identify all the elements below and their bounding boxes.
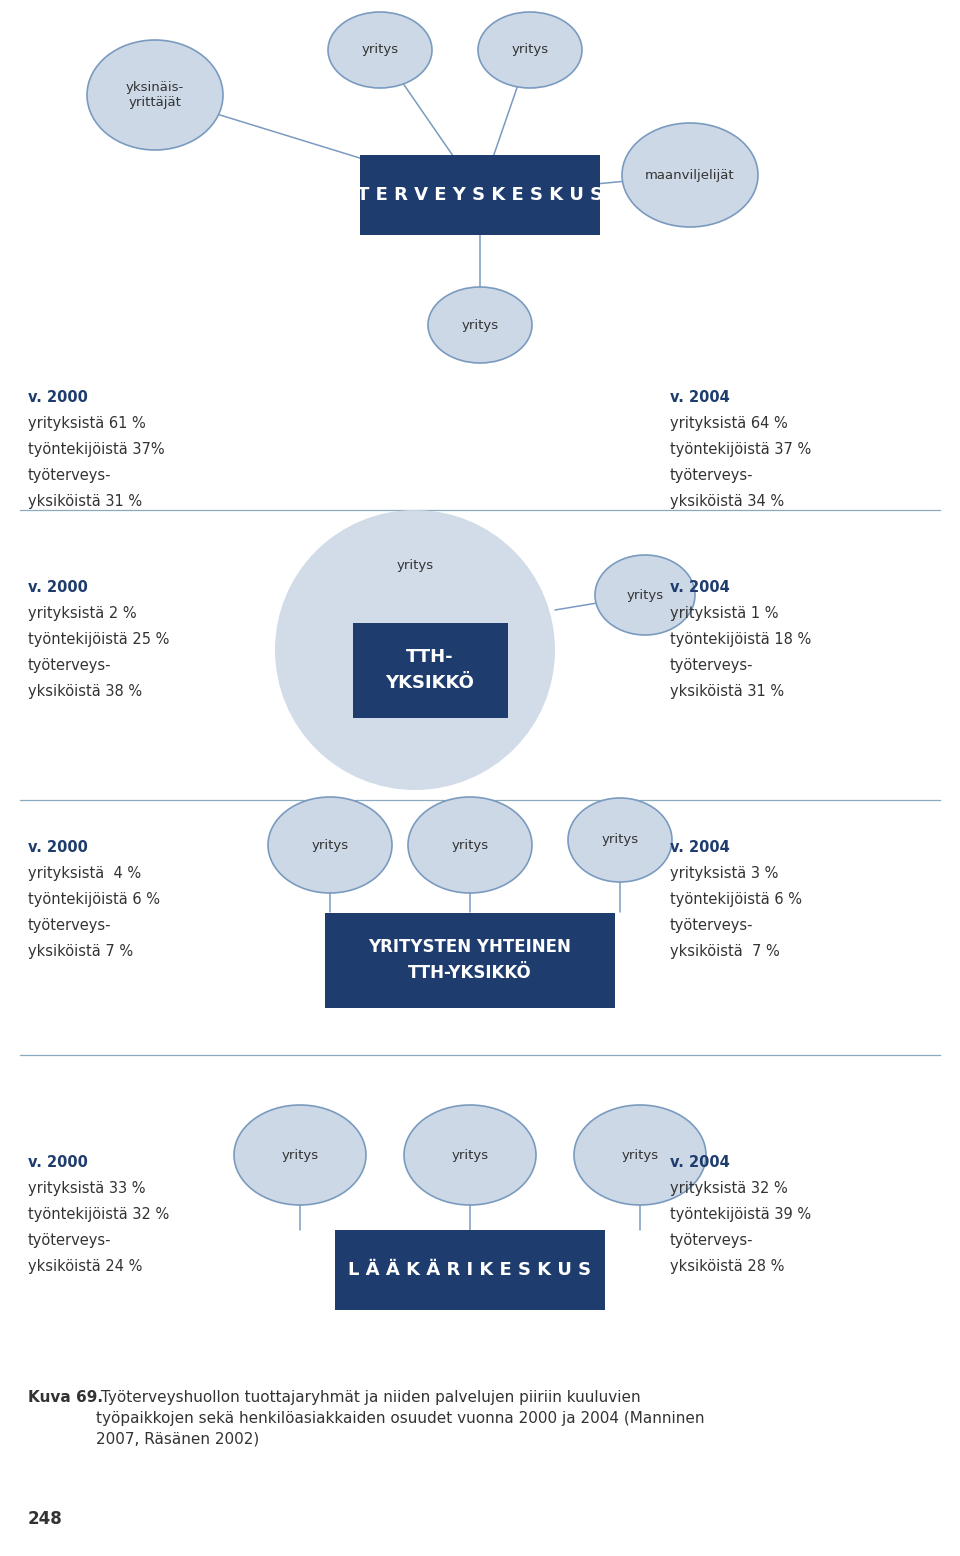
Ellipse shape	[87, 40, 223, 149]
Text: T E R V E Y S K E S K U S: T E R V E Y S K E S K U S	[357, 187, 603, 204]
Text: työntekijöistä 32 %: työntekijöistä 32 %	[28, 1207, 169, 1221]
FancyBboxPatch shape	[352, 622, 508, 717]
Ellipse shape	[408, 797, 532, 893]
Ellipse shape	[622, 123, 758, 227]
Text: yrityksistä 3 %: yrityksistä 3 %	[670, 867, 779, 881]
Text: työntekijöistä 25 %: työntekijöistä 25 %	[28, 632, 169, 647]
Text: 248: 248	[28, 1509, 62, 1528]
Text: yrityksistä 32 %: yrityksistä 32 %	[670, 1181, 788, 1197]
Ellipse shape	[268, 797, 392, 893]
Text: yritys: yritys	[361, 44, 398, 56]
Text: yritys: yritys	[512, 44, 548, 56]
Text: yrityksistä 33 %: yrityksistä 33 %	[28, 1181, 146, 1197]
Text: yritys: yritys	[462, 319, 498, 331]
Text: työntekijöistä 37 %: työntekijöistä 37 %	[670, 442, 811, 457]
Text: yrityksistä 64 %: yrityksistä 64 %	[670, 415, 788, 431]
Text: työterveys-: työterveys-	[670, 1232, 754, 1248]
Text: v. 2000: v. 2000	[28, 580, 88, 594]
Text: yritys: yritys	[627, 588, 663, 602]
Text: L Ä Ä K Ä R I K E S K U S: L Ä Ä K Ä R I K E S K U S	[348, 1260, 591, 1279]
Text: yritys: yritys	[601, 834, 638, 846]
Text: v. 2004: v. 2004	[670, 840, 730, 854]
Ellipse shape	[478, 12, 582, 89]
Text: yksinäis-
yrittäjät: yksinäis- yrittäjät	[126, 81, 184, 109]
Text: yritys: yritys	[621, 1148, 659, 1161]
FancyBboxPatch shape	[325, 912, 615, 1007]
Text: v. 2004: v. 2004	[670, 580, 730, 594]
Ellipse shape	[234, 1105, 366, 1204]
Text: v. 2000: v. 2000	[28, 1155, 88, 1170]
Text: yksiköistä  7 %: yksiköistä 7 %	[670, 944, 780, 958]
Text: yritys: yritys	[451, 839, 489, 851]
Text: yksiköistä 28 %: yksiköistä 28 %	[670, 1259, 784, 1274]
Text: TTH-
YKSIKKÖ: TTH- YKSIKKÖ	[386, 649, 474, 691]
Text: yksiköistä 38 %: yksiköistä 38 %	[28, 685, 142, 699]
Text: työntekijöistä 6 %: työntekijöistä 6 %	[670, 892, 802, 907]
Text: v. 2004: v. 2004	[670, 1155, 730, 1170]
Ellipse shape	[568, 798, 672, 882]
Text: työterveys-: työterveys-	[28, 658, 111, 674]
Text: yksiköistä 7 %: yksiköistä 7 %	[28, 944, 133, 958]
Text: yrityksistä  4 %: yrityksistä 4 %	[28, 867, 141, 881]
Text: työntekijöistä 6 %: työntekijöistä 6 %	[28, 892, 160, 907]
Text: yrityksistä 2 %: yrityksistä 2 %	[28, 605, 136, 621]
Text: työterveys-: työterveys-	[28, 918, 111, 934]
Text: v. 2000: v. 2000	[28, 840, 88, 854]
Text: työntekijöistä 18 %: työntekijöistä 18 %	[670, 632, 811, 647]
Text: yrityksistä 61 %: yrityksistä 61 %	[28, 415, 146, 431]
Text: v. 2004: v. 2004	[670, 391, 730, 405]
Text: yritys: yritys	[281, 1148, 319, 1161]
Text: yrityksistä 1 %: yrityksistä 1 %	[670, 605, 779, 621]
Ellipse shape	[428, 286, 532, 363]
Text: työntekijöistä 37%: työntekijöistä 37%	[28, 442, 164, 457]
FancyBboxPatch shape	[360, 156, 600, 235]
Text: Kuva 69.: Kuva 69.	[28, 1390, 103, 1405]
Text: työterveys-: työterveys-	[670, 918, 754, 934]
Text: työterveys-: työterveys-	[670, 658, 754, 674]
Text: yritys: yritys	[451, 1148, 489, 1161]
Text: v. 2000: v. 2000	[28, 391, 88, 405]
Text: maanviljelijät: maanviljelijät	[645, 168, 734, 182]
Text: yksiköistä 34 %: yksiköistä 34 %	[670, 493, 784, 509]
Text: yritys: yritys	[396, 559, 434, 571]
Text: yksiköistä 24 %: yksiköistä 24 %	[28, 1259, 142, 1274]
Ellipse shape	[404, 1105, 536, 1204]
Ellipse shape	[595, 555, 695, 635]
Ellipse shape	[275, 510, 555, 790]
Text: YRITYSTEN YHTEINEN
TTH-YKSIKKÖ: YRITYSTEN YHTEINEN TTH-YKSIKKÖ	[369, 938, 571, 982]
Ellipse shape	[574, 1105, 706, 1204]
Text: työterveys-: työterveys-	[28, 1232, 111, 1248]
Text: yritys: yritys	[311, 839, 348, 851]
Text: yksiköistä 31 %: yksiköistä 31 %	[670, 685, 784, 699]
Text: työntekijöistä 39 %: työntekijöistä 39 %	[670, 1207, 811, 1221]
Text: yksiköistä 31 %: yksiköistä 31 %	[28, 493, 142, 509]
FancyBboxPatch shape	[335, 1229, 605, 1310]
Text: työterveys-: työterveys-	[670, 468, 754, 482]
Ellipse shape	[328, 12, 432, 89]
Text: Työterveyshuollon tuottajaryhmät ja niiden palvelujen piiriin kuuluvien
työpaikk: Työterveyshuollon tuottajaryhmät ja niid…	[96, 1390, 705, 1447]
Text: työterveys-: työterveys-	[28, 468, 111, 482]
